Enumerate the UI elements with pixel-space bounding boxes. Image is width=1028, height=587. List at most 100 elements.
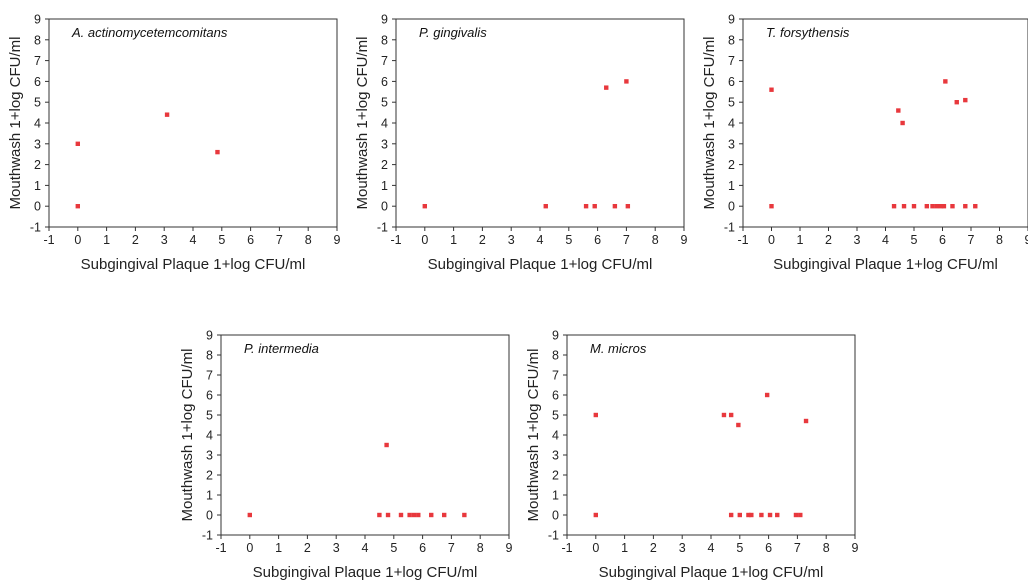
y-tick-label: 9 [552, 329, 559, 343]
x-tick-label: 2 [304, 541, 311, 555]
x-tick-label: 0 [74, 233, 81, 247]
y-tick-label: 1 [381, 179, 388, 193]
y-tick-label: 0 [728, 200, 735, 214]
data-point [769, 87, 774, 92]
data-point [767, 512, 773, 518]
y-tick-label: 6 [552, 389, 559, 403]
y-tick-label: 5 [34, 96, 41, 110]
y-tick-label: 2 [34, 158, 41, 172]
x-tick-label: 1 [797, 233, 804, 247]
data-point [950, 204, 955, 209]
data-point [746, 512, 751, 518]
y-tick-label: 0 [381, 200, 388, 214]
data-point [943, 79, 948, 84]
y-axis-label: Mouthwash 1+log CFU/ml [525, 349, 542, 522]
y-tick-label: 5 [552, 409, 559, 423]
data-point [930, 204, 935, 209]
x-tick-label: 7 [794, 541, 801, 555]
data-point [793, 512, 799, 518]
y-tick-label: 2 [206, 469, 213, 483]
x-tick-label: -1 [215, 541, 226, 555]
data-point [543, 204, 548, 209]
data-point [592, 204, 597, 209]
data-point [385, 512, 391, 518]
plot-frame [395, 18, 685, 228]
data-point [900, 120, 905, 126]
data-point [941, 204, 947, 209]
x-tick-label: 8 [477, 541, 484, 555]
data-point [924, 204, 930, 209]
x-tick-label: 3 [854, 233, 861, 247]
x-tick-label: 9 [334, 233, 341, 247]
y-tick-label: 8 [381, 33, 388, 47]
y-tick-label: -1 [30, 221, 41, 235]
y-tick-label: 8 [34, 33, 41, 47]
data-point [737, 512, 742, 518]
y-tick-label: 2 [728, 158, 735, 172]
x-tick-label: 4 [882, 233, 889, 247]
y-tick-label: 1 [206, 489, 213, 503]
x-tick-label: 0 [246, 541, 253, 555]
data-point [963, 204, 968, 209]
y-tick-label: 6 [381, 75, 388, 89]
data-point [429, 512, 434, 518]
x-tick-label: 4 [708, 541, 715, 555]
data-point [593, 512, 598, 518]
y-tick-label: 7 [206, 369, 213, 383]
panel-title: T. forsythensis [766, 25, 850, 40]
data-point [934, 204, 939, 209]
data-point [749, 512, 754, 518]
x-tick-label: 8 [305, 233, 312, 247]
x-tick-label: 2 [650, 541, 657, 555]
y-axis-label: Mouthwash 1+log CFU/ml [354, 37, 371, 210]
data-point [911, 204, 917, 209]
data-point [798, 512, 803, 518]
y-tick-label: 1 [728, 179, 735, 193]
plot-frame [742, 18, 1028, 228]
scatter-panel-3: -1 0 1 2 3 4 5 6 7 8 9 -1 0 1 2 3 4 5 6 7 8 9 T. forsythensis S… [701, 13, 1028, 273]
x-tick-label: 1 [450, 233, 457, 247]
data-point [775, 512, 780, 518]
data-point [896, 108, 901, 113]
x-tick-label: 7 [276, 233, 283, 247]
data-point [398, 512, 404, 518]
y-tick-label: 3 [381, 137, 388, 151]
y-tick-label: 4 [206, 429, 213, 443]
x-tick-label: -1 [561, 541, 572, 555]
x-tick-label: 8 [652, 233, 659, 247]
scatter-panel-5: -1 0 1 2 3 4 5 6 7 8 9 -1 0 1 2 3 4 5 6 7 8 9 M. micros Subging… [525, 329, 859, 582]
y-tick-label: 1 [34, 179, 41, 193]
x-tick-label: 5 [565, 233, 572, 247]
x-tick-label: 6 [939, 233, 946, 247]
plot-frame [220, 334, 510, 536]
data-point [769, 204, 774, 209]
y-axis-label: Mouthwash 1+log CFU/ml [7, 37, 24, 210]
x-tick-label: 1 [275, 541, 282, 555]
y-tick-label: -1 [724, 221, 735, 235]
panel-title: P. intermedia [244, 341, 319, 356]
data-point [612, 204, 618, 209]
data-point [462, 512, 467, 518]
x-tick-label: 4 [537, 233, 544, 247]
data-point [215, 149, 220, 155]
x-tick-label: 5 [736, 541, 743, 555]
x-axis-label: Subgingival Plaque 1+log CFU/ml [428, 256, 653, 273]
data-point [75, 141, 80, 146]
data-point [377, 512, 382, 518]
y-tick-label: 7 [552, 369, 559, 383]
y-tick-label: 0 [206, 509, 213, 523]
data-point [973, 204, 978, 209]
y-tick-label: 9 [206, 329, 213, 343]
x-tick-label: 6 [594, 233, 601, 247]
x-tick-label: 6 [419, 541, 426, 555]
data-point [593, 412, 598, 418]
x-tick-label: 1 [103, 233, 110, 247]
data-point [721, 412, 727, 418]
x-tick-label: 3 [508, 233, 515, 247]
data-point [736, 422, 741, 428]
x-tick-label: 5 [390, 541, 397, 555]
y-tick-label: 8 [728, 33, 735, 47]
panel-title: P. gingivalis [419, 25, 487, 40]
data-point [442, 512, 447, 518]
data-point [901, 204, 907, 209]
